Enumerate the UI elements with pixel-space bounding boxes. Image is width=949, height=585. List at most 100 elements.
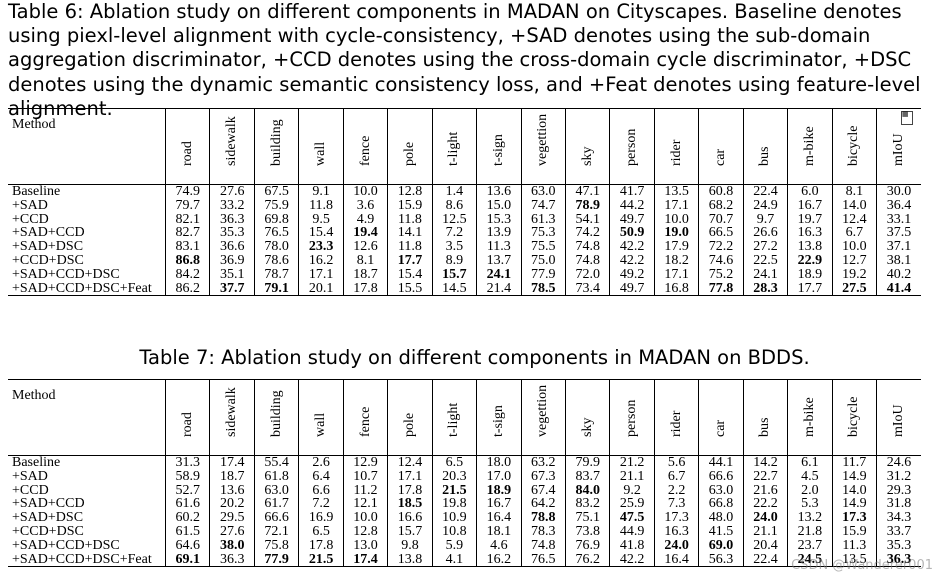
table-cell: 12.9	[342, 455, 388, 470]
table-cell: 17.7	[387, 254, 433, 268]
table-cell: 16.7	[476, 497, 522, 512]
method-name: +SAD+CCD+DSC+Feat	[12, 551, 152, 567]
table-cell: 67.3	[520, 469, 566, 484]
column-header: person	[609, 379, 655, 456]
header-row: Method road sidewalk building wall fence pole t…	[8, 108, 921, 185]
column-header: t-sign	[476, 379, 522, 456]
table-cell: 15.3	[476, 212, 522, 227]
table-cell: 33.1	[876, 212, 921, 227]
table-cell: 13.6	[209, 483, 255, 498]
table-cell: 27.6	[209, 184, 255, 199]
table-cell: 13.8	[787, 240, 833, 254]
table-cell: 11.8	[387, 212, 433, 227]
table-row: +CCD+DSC 86.8 36.9 78.6 16.2 8.1 17.7 8.9 13.7 75…	[8, 254, 921, 268]
table-cell: 72.2	[698, 240, 744, 254]
table-cell: 13.9	[476, 226, 522, 241]
column-header: sidewalk	[209, 108, 255, 185]
table-cell: 35.3	[876, 538, 921, 553]
table-cell: 24.1	[742, 267, 788, 282]
table-cell: 68.2	[698, 198, 744, 213]
table-cell: 17.3	[653, 511, 699, 525]
table-cell: 24.6	[876, 455, 921, 470]
table-cell: 7.2	[431, 226, 477, 241]
table-cell: 74.8	[520, 538, 566, 553]
table-cell: 16.8	[653, 281, 699, 296]
table-cell: 44.1	[698, 455, 744, 470]
table-cell: 21.5	[298, 552, 344, 567]
table-cell: 6.0	[787, 184, 833, 199]
table-cell: 20.4	[742, 538, 788, 553]
column-header-label: road	[179, 141, 195, 167]
table-cell: 21.8	[787, 525, 833, 539]
table-cell: 29.5	[209, 511, 255, 525]
table-cell: 19.2	[831, 267, 877, 282]
table-cell: 23.3	[298, 240, 344, 254]
table-cell: 60.8	[698, 184, 744, 199]
table-cell: 40.2	[876, 267, 921, 282]
table-cell: 6.6	[298, 483, 344, 498]
table-cell: 27.6	[209, 525, 255, 539]
table-cell: 14.0	[831, 198, 877, 213]
table-cell: 24.0	[742, 511, 788, 525]
calculator-icon[interactable]: ▦	[901, 111, 913, 125]
table-cell: 61.3	[520, 212, 566, 227]
table-cell: 13.6	[476, 184, 522, 199]
column-header-label: person	[624, 399, 640, 438]
table-cell: 21.6	[742, 483, 788, 498]
table-cell: 47.5	[609, 511, 655, 525]
table-cell: 9.2	[609, 483, 655, 498]
table-cell: 11.8	[387, 240, 433, 254]
table-cell: 10.7	[342, 469, 388, 484]
table-cell: 78.6	[253, 254, 299, 268]
table-cell: 15.4	[298, 226, 344, 241]
table-cell: 82.7	[165, 226, 210, 241]
column-header-label: car	[713, 420, 729, 438]
table-cell: 76.5	[520, 552, 566, 567]
table-cell: 23.7	[787, 538, 833, 553]
table-cell: 64.6	[165, 538, 210, 553]
table-cell: 15.7	[387, 525, 433, 539]
table-cell: 14.9	[831, 497, 877, 512]
table-cell: 41.8	[609, 538, 655, 553]
column-header-label: t-light	[446, 402, 462, 438]
column-header: sidewalk	[209, 379, 255, 456]
table-cell: 15.9	[387, 198, 433, 213]
table-cell: 73.8	[564, 525, 610, 539]
table-cell: 67.5	[253, 184, 299, 199]
table-cell: 11.2	[342, 483, 388, 498]
table-cell: 75.0	[520, 254, 566, 268]
table-cell: 4.5	[787, 469, 833, 484]
table-cell: 16.3	[653, 525, 699, 539]
table-cell: 66.8	[698, 497, 744, 512]
table-cell: 22.7	[742, 469, 788, 484]
table-cell: 84.0	[564, 483, 610, 498]
table-cell: 8.9	[431, 254, 477, 268]
table-cell: 11.3	[831, 538, 877, 553]
table-cell: 37.7	[209, 281, 255, 296]
table-cell: 41.7	[609, 184, 655, 199]
table-cell: 78.0	[253, 240, 299, 254]
table-cell: 21.5	[431, 483, 477, 498]
table-cell: 16.3	[787, 226, 833, 241]
table-cell: 21.4	[476, 281, 522, 296]
table-cell: 12.4	[387, 455, 433, 470]
table-cell: 36.9	[209, 254, 255, 268]
watermark: CSDN @Wanderer001	[791, 558, 933, 573]
method-name: +SAD+CCD	[12, 225, 85, 241]
table-cell: 12.5	[431, 212, 477, 227]
column-header: t-light	[431, 108, 477, 185]
table-cell: 13.2	[787, 511, 833, 525]
table-row: +CCD 52.7 13.6 63.0 6.6 11.2 17.8 21.5 18.9 67.4 8…	[8, 483, 921, 498]
table-cell: 16.2	[476, 552, 522, 567]
method-name: +SAD+CCD	[12, 496, 85, 512]
column-header-label: t-light	[446, 131, 462, 167]
table-cell: 66.6	[698, 469, 744, 484]
table-cell: 49.7	[609, 281, 655, 296]
table-cell: 61.5	[165, 525, 210, 539]
table-cell: 14.1	[387, 226, 433, 241]
column-header-label: vegettion	[535, 114, 551, 167]
table-cell: 18.7	[209, 469, 255, 484]
table-cell: 13.8	[387, 552, 433, 567]
method-name: +CCD	[12, 211, 49, 227]
column-header-label: mIoU	[891, 404, 907, 438]
